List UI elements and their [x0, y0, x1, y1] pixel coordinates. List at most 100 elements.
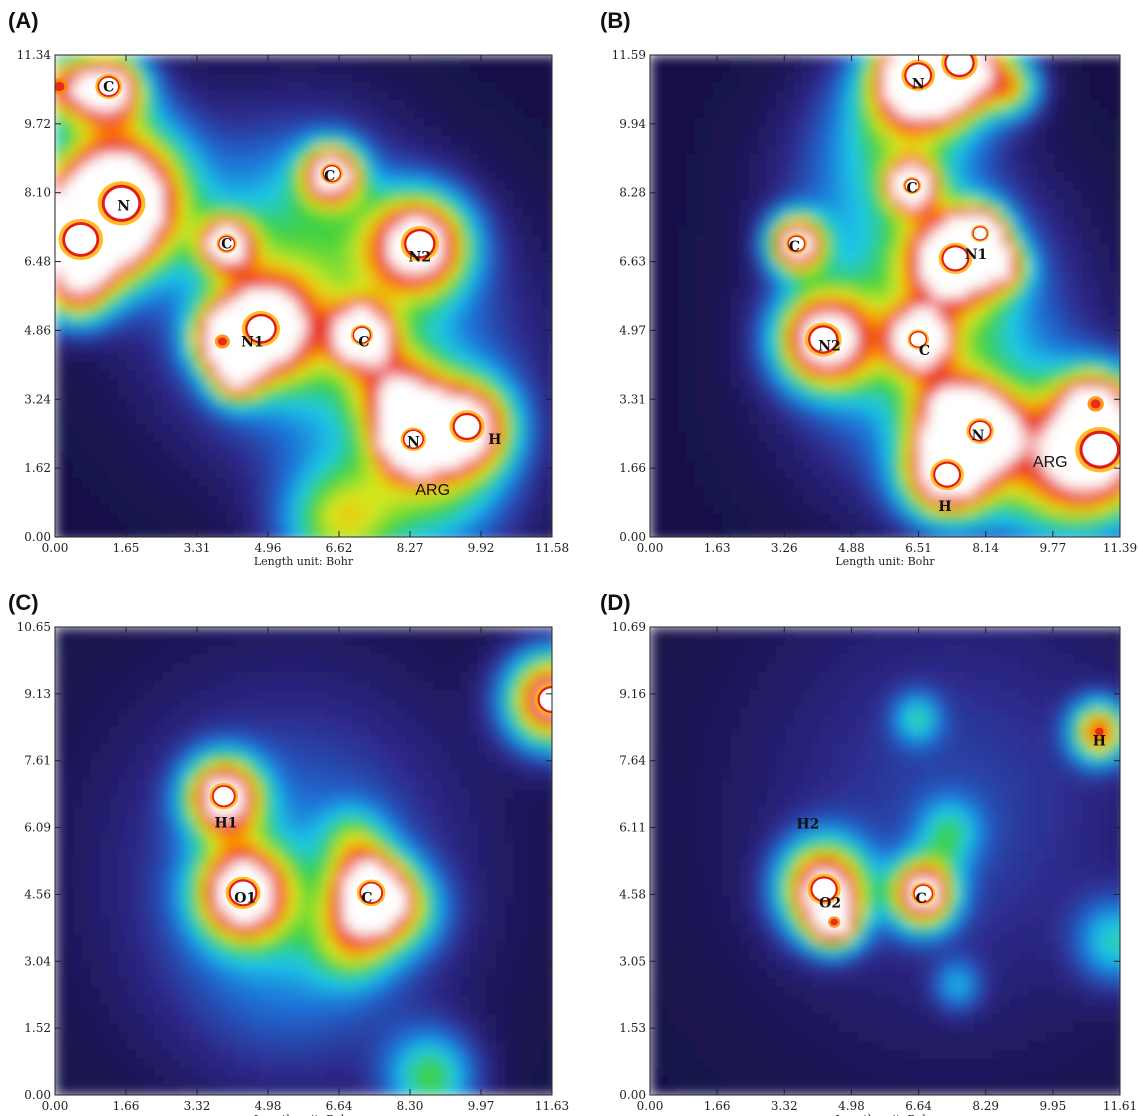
density-cell [379, 343, 389, 353]
density-cell [55, 262, 65, 272]
density-cell [118, 154, 128, 164]
density-cell [82, 478, 92, 488]
density-cell [271, 523, 281, 533]
density-cell [704, 217, 714, 227]
density-cell [208, 379, 218, 389]
density-cell [514, 235, 524, 245]
density-cell [343, 280, 353, 290]
density-cell [460, 505, 470, 515]
density-cell [154, 244, 164, 254]
density-cell [857, 352, 867, 362]
density-cell [496, 172, 506, 182]
density-cell [253, 145, 263, 155]
density-cell [478, 388, 488, 398]
density-cell [776, 325, 786, 335]
density-cell [740, 280, 750, 290]
density-cell [514, 406, 524, 416]
density-cell [217, 208, 227, 218]
density-cell [659, 199, 669, 209]
density-cell [379, 469, 389, 479]
density-cell [181, 271, 191, 281]
density-cell [1055, 163, 1065, 173]
density-cell [487, 532, 497, 537]
density-cell [181, 172, 191, 182]
density-cell [316, 163, 326, 173]
density-cell [1046, 316, 1056, 326]
density-cell [289, 451, 299, 461]
density-cell [199, 199, 209, 209]
density-cell [352, 523, 362, 533]
panel-letter-d: (D) [600, 590, 631, 615]
density-cell [722, 163, 732, 173]
density-cell [1109, 127, 1119, 137]
density-cell [947, 325, 957, 335]
density-cell [244, 190, 254, 200]
density-cell [911, 208, 921, 218]
density-cell [830, 298, 840, 308]
density-cell [343, 172, 353, 182]
density-cell [388, 388, 398, 398]
density-cell [686, 145, 696, 155]
density-cell [1118, 217, 1120, 227]
density-field [55, 55, 552, 537]
density-cell [902, 172, 912, 182]
density-cell [1001, 208, 1011, 218]
density-cell [64, 64, 74, 74]
density-cell [749, 307, 759, 317]
density-cell [280, 469, 290, 479]
density-cell [64, 271, 74, 281]
density-cell [893, 127, 903, 137]
density-cell [226, 406, 236, 416]
density-cell [136, 325, 146, 335]
density-cell [127, 154, 137, 164]
density-cell [1028, 307, 1038, 317]
density-cell [100, 271, 110, 281]
density-cell [731, 100, 741, 110]
density-cell [181, 505, 191, 515]
density-cell [803, 361, 813, 371]
density-cell [136, 127, 146, 137]
density-cell [244, 361, 254, 371]
density-cell [352, 406, 362, 416]
density-cell [947, 109, 957, 119]
density-cell [983, 190, 993, 200]
atom-label: H [488, 432, 501, 448]
density-cell [433, 505, 443, 515]
density-cell [388, 298, 398, 308]
density-cell [91, 370, 101, 380]
density-cell [532, 460, 542, 470]
density-cell [442, 397, 452, 407]
density-cell [496, 181, 506, 191]
density-cell [1037, 172, 1047, 182]
density-cell [73, 316, 83, 326]
density-cell [244, 379, 254, 389]
density-cell [713, 118, 723, 128]
density-cell [713, 55, 723, 65]
atom-label: N2 [409, 249, 432, 265]
density-cell [109, 325, 119, 335]
density-cell [217, 433, 227, 443]
density-cell [325, 514, 335, 524]
density-cell [424, 424, 434, 434]
density-cell [334, 505, 344, 515]
density-cell [893, 190, 903, 200]
density-cell [523, 451, 533, 461]
density-cell [839, 55, 849, 65]
density-cell [433, 226, 443, 236]
density-cell [325, 262, 335, 272]
density-cell [217, 424, 227, 434]
density-cell [920, 55, 930, 65]
density-cell [1091, 280, 1101, 290]
density-cell [226, 109, 236, 119]
density-cell [91, 361, 101, 371]
density-cell [370, 379, 380, 389]
density-cell [866, 136, 876, 146]
density-cell [469, 361, 479, 371]
density-cell [505, 406, 515, 416]
density-cell [487, 406, 497, 416]
density-cell [1109, 217, 1119, 227]
density-cell [334, 307, 344, 317]
density-cell [217, 478, 227, 488]
density-cell [1046, 253, 1056, 263]
density-cell [1037, 181, 1047, 191]
